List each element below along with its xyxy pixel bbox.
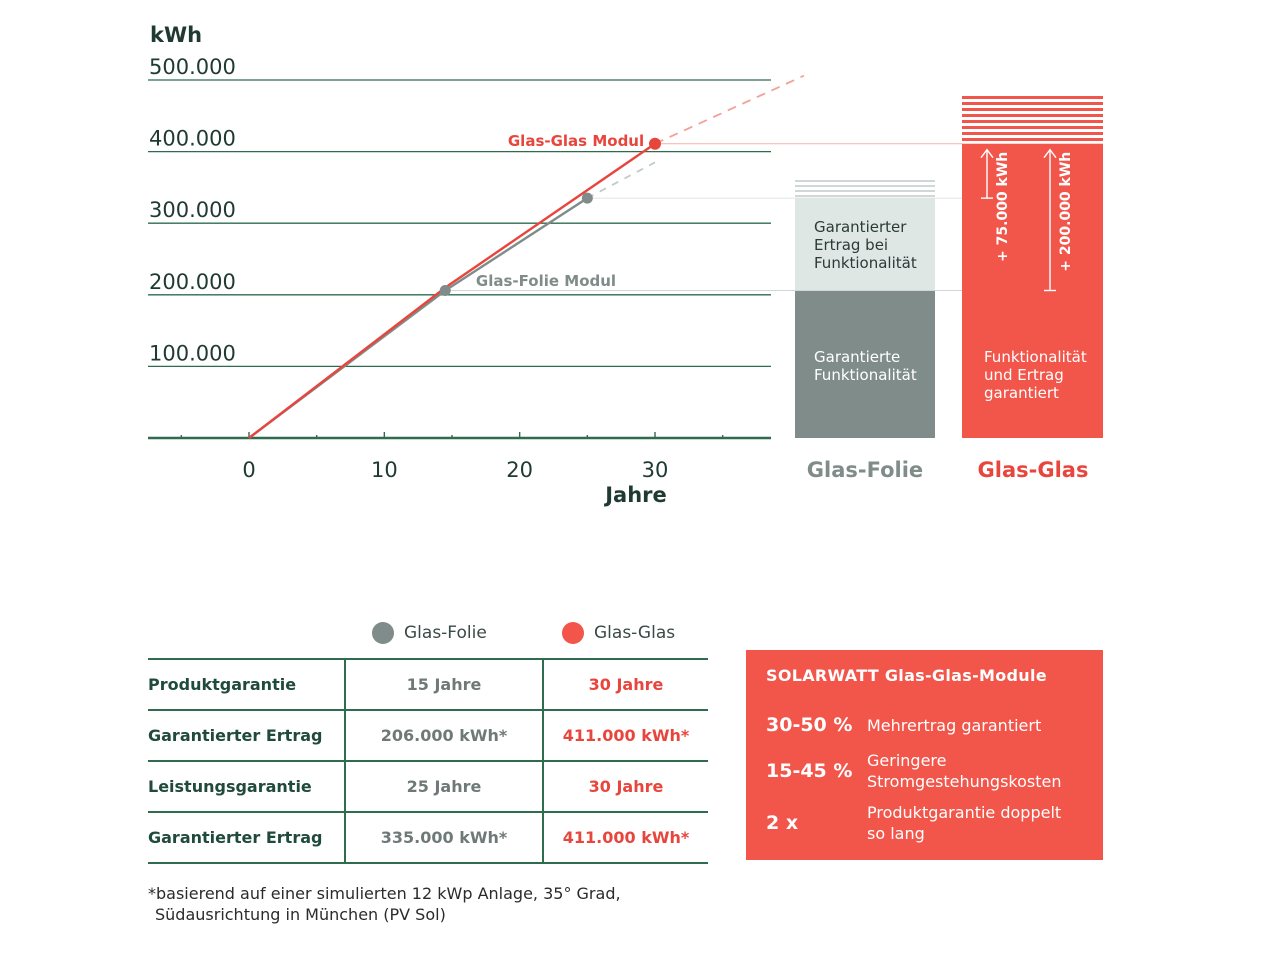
solarwatt-text: Geringere Stromgestehungskosten <box>867 751 1062 791</box>
bar-name-glas-glas: Glas-Glas <box>978 458 1089 482</box>
solarwatt-value: 2 x <box>766 812 799 834</box>
bar-glas-folie-yield <box>795 198 935 291</box>
marker-glas-folie <box>439 285 451 297</box>
bar-glas-folie-functionality <box>795 290 935 438</box>
glas-folie-value: 206.000 kWh* <box>344 710 543 762</box>
solarwatt-box: SOLARWATT Glas-Glas-Module 30-50 % Mehre… <box>746 650 1103 860</box>
glas-folie-value: 335.000 kWh* <box>344 812 543 864</box>
annotation-label: + 200.000 kWh <box>1058 152 1074 272</box>
bar-label-glas-glas: Funktionalität und Ertrag garantiert <box>984 348 1087 402</box>
glas-folie-value: 25 Jahre <box>344 761 543 813</box>
glas-glas-value: 411.000 kWh* <box>542 812 708 864</box>
legend-glas-folie: Glas-Folie <box>372 620 487 646</box>
x-tick-label: 0 <box>242 458 255 482</box>
marker-glas-glas <box>649 137 661 150</box>
solarwatt-item: 30-50 % Mehrertrag garantiert <box>766 714 1089 736</box>
solarwatt-item: 2 x Produktgarantie doppelt so lang <box>766 802 1089 844</box>
footnote-line: Südausrichtung in München (PV Sol) <box>155 905 446 924</box>
projection-line-glas-glas <box>654 74 805 145</box>
table-row: Garantierter Ertrag 206.000 kWh* 411.000… <box>148 710 708 762</box>
legend-dot-glas-folie <box>372 622 394 644</box>
row-label: Garantierter Ertrag <box>148 812 345 864</box>
footnote-line: *basierend auf einer simulierten 12 kWp … <box>148 884 621 903</box>
series-line-glas-folie <box>248 197 588 439</box>
solarwatt-text: Mehrertrag garantiert <box>867 715 1042 735</box>
solarwatt-value: 15-45 % <box>766 760 853 782</box>
marker-glas-folie <box>581 192 593 204</box>
y-tick-label: 100.000 <box>149 341 236 365</box>
y-tick-label: 500.000 <box>149 55 236 79</box>
row-label: Leistungsgarantie <box>148 761 345 813</box>
annotation-label: + 75.000 kWh <box>995 152 1011 262</box>
x-tick-label: 10 <box>371 458 398 482</box>
glas-glas-value: 30 Jahre <box>542 658 708 711</box>
solarwatt-item: 15-45 % Geringere Stromgestehungskosten <box>766 750 1089 792</box>
bar-label-glas-folie-functionality: Garantierte Funktionalität <box>814 348 917 384</box>
annotation-arrowhead <box>1043 148 1057 159</box>
table-row: Garantierter Ertrag 335.000 kWh* 411.000… <box>148 812 708 864</box>
solarwatt-value: 30-50 % <box>766 714 853 736</box>
footnote: *basierend auf einer simulierten 12 kWp … <box>148 883 621 925</box>
y-tick-label: 400.000 <box>149 127 236 151</box>
comparison-table: Produktgarantie 15 Jahre 30 Jahre Garant… <box>148 658 708 864</box>
solarwatt-text: Produktgarantie doppelt so lang <box>867 803 1062 843</box>
y-tick-label: 300.000 <box>149 198 236 222</box>
glas-glas-value: 411.000 kWh* <box>542 710 708 762</box>
bar-name-glas-folie: Glas-Folie <box>807 458 923 482</box>
series-label-glas-folie: Glas-Folie Modul <box>476 272 616 290</box>
glas-folie-value: 15 Jahre <box>344 658 543 711</box>
table-row: Produktgarantie 15 Jahre 30 Jahre <box>148 658 708 711</box>
yield-chart: kWh 100.000 200.000 300.000 400.000 500.000 0 1… <box>148 23 1103 507</box>
glas-glas-value: 30 Jahre <box>542 761 708 813</box>
bar-glas-glas <box>962 143 1103 438</box>
row-label: Garantierter Ertrag <box>148 710 345 762</box>
solarwatt-title: SOLARWATT Glas-Glas-Module <box>766 666 1047 685</box>
bar-glas-folie-fade <box>795 178 935 199</box>
row-label: Produktgarantie <box>148 658 345 711</box>
table-row: Leistungsgarantie 25 Jahre 30 Jahre <box>148 761 708 813</box>
legend-glas-glas: Glas-Glas <box>562 620 675 646</box>
series-label-glas-glas: Glas-Glas Modul <box>508 132 644 150</box>
x-tick-label: 30 <box>642 458 669 482</box>
y-axis-label: kWh <box>150 23 202 47</box>
bar-glas-glas-fade <box>962 95 1103 144</box>
bar-label-glas-folie-yield: Garantierter Ertrag bei Funktionalität <box>814 218 917 272</box>
legend-dot-glas-glas <box>562 622 584 644</box>
legend-label-glas-folie: Glas-Folie <box>404 623 487 643</box>
y-tick-label: 200.000 <box>149 270 236 294</box>
x-axis-label: Jahre <box>603 483 667 507</box>
x-tick-label: 20 <box>506 458 533 482</box>
annotation-arrowhead <box>980 148 994 159</box>
legend-label-glas-glas: Glas-Glas <box>594 623 676 643</box>
